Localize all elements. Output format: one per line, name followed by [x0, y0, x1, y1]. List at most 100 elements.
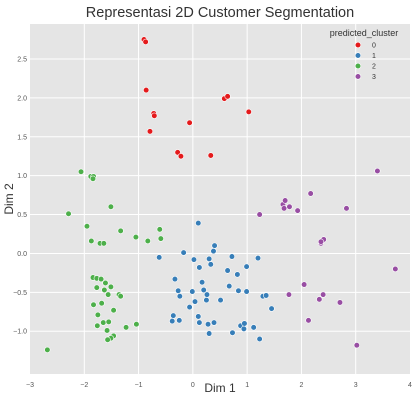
data-point-cluster-1: [169, 318, 176, 325]
data-point-cluster-2: [89, 175, 97, 182]
x-tick-label: 3: [354, 382, 358, 389]
legend-marker-0: [354, 41, 362, 49]
data-point-cluster-0: [146, 128, 154, 135]
data-point-cluster-3: [317, 238, 325, 245]
data-point-cluster-1: [191, 298, 199, 305]
data-point-cluster-0: [142, 38, 149, 45]
data-point-cluster-3: [307, 190, 314, 197]
plot-area: [30, 24, 410, 374]
data-point-cluster-2: [107, 283, 114, 290]
legend-label-1: 1: [372, 53, 376, 60]
data-point-cluster-1: [176, 317, 183, 324]
x-tick-label: 1: [245, 382, 249, 389]
legend-marker-2: [354, 62, 362, 70]
data-point-cluster-1: [228, 253, 236, 260]
y-tick-label: −1.0: [13, 329, 27, 336]
data-point-cluster-1: [234, 271, 241, 278]
data-point-cluster-1: [263, 292, 270, 299]
data-point-cluster-1: [176, 293, 183, 300]
legend-label-0: 0: [372, 43, 376, 50]
data-point-cluster-3: [282, 197, 289, 204]
data-point-cluster-1: [235, 287, 242, 294]
chart-title: Representasi 2D Customer Segmentation: [86, 5, 354, 21]
legend-marker-3: [354, 73, 362, 80]
data-point-cluster-1: [256, 335, 263, 343]
data-point-cluster-1: [243, 288, 250, 295]
data-point-cluster-2: [156, 226, 163, 233]
data-point-cluster-1: [217, 297, 224, 304]
x-axis-label: Dim 1: [204, 381, 236, 395]
data-point-cluster-0: [224, 93, 231, 100]
data-point-cluster-3: [280, 205, 288, 212]
data-point-cluster-2: [94, 311, 101, 318]
data-point-cluster-1: [226, 283, 233, 290]
data-point-cluster-1: [250, 324, 257, 331]
y-tick-label: 1.0: [17, 173, 27, 180]
data-point-cluster-1: [203, 291, 211, 298]
data-point-cluster-1: [198, 279, 206, 286]
legend: predicted_cluster 0 1 2 3: [330, 28, 399, 81]
data-point-cluster-2: [110, 307, 117, 314]
data-point-cluster-2: [77, 168, 85, 175]
legend-item-1: 1: [354, 52, 376, 60]
data-point-cluster-1: [171, 276, 179, 283]
data-point-cluster-1: [203, 297, 210, 304]
data-point-cluster-3: [286, 203, 293, 210]
data-point-cluster-2: [122, 324, 130, 331]
data-point-cluster-1: [211, 242, 218, 249]
data-point-cluster-2: [117, 293, 124, 300]
data-point-cluster-2: [104, 336, 111, 343]
legend-marker-1: [354, 52, 362, 59]
x-tick-label: 0: [191, 382, 195, 389]
data-point-cluster-2: [65, 210, 72, 217]
x-tick-label: 4: [408, 382, 412, 389]
y-tick-label: 2.0: [17, 95, 27, 102]
data-point-cluster-2: [98, 276, 105, 283]
data-point-cluster-1: [186, 304, 193, 311]
data-point-cluster-2: [117, 227, 124, 234]
data-point-cluster-1: [240, 325, 247, 332]
data-point-cluster-2: [101, 286, 108, 294]
data-point-cluster-2: [83, 223, 91, 230]
data-point-cluster-3: [256, 211, 263, 218]
data-point-cluster-1: [175, 287, 182, 294]
data-point-cluster-0: [207, 152, 214, 159]
data-point-cluster-1: [195, 220, 202, 227]
data-point-cluster-1: [268, 305, 275, 312]
tick-labels: −3 −2 −1 0 1 2 3 4 −1.0 −0.5 0.0 0.5 1.0 1.5 2.0 2.5: [13, 57, 412, 390]
data-point-cluster-1: [196, 319, 203, 326]
data-point-cluster-2: [90, 301, 97, 308]
data-point-cluster-2: [133, 321, 140, 328]
data-point-cluster-2: [105, 318, 112, 325]
data-point-cluster-1: [224, 267, 231, 274]
legend-title: predicted_cluster: [330, 28, 399, 38]
data-point-cluster-1: [207, 261, 214, 268]
data-point-cluster-1: [189, 288, 196, 295]
data-point-cluster-0: [186, 119, 193, 126]
data-point-cluster-2: [93, 284, 100, 291]
data-point-cluster-2: [107, 203, 114, 210]
data-point-cluster-1: [206, 255, 213, 262]
data-point-cluster-2: [100, 240, 107, 247]
data-point-cluster-2: [157, 235, 164, 242]
data-point-cluster-1: [210, 319, 218, 326]
data-point-cluster-1: [200, 286, 207, 294]
y-tick-label: −0.5: [13, 290, 27, 297]
data-point-cluster-0: [177, 153, 185, 160]
data-point-cluster-1: [243, 263, 250, 270]
data-point-cluster-2: [88, 237, 95, 245]
data-point-cluster-3: [374, 167, 381, 175]
data-point-cluster-2: [100, 319, 107, 326]
legend-item-0: 0: [354, 41, 376, 50]
data-point-cluster-0: [245, 108, 252, 115]
data-point-cluster-2: [44, 346, 51, 353]
data-point-cluster-3: [294, 207, 301, 214]
data-point-cluster-1: [229, 329, 236, 336]
y-tick-label: 0.5: [17, 212, 27, 219]
x-tick-label: −3: [26, 382, 34, 389]
data-point-cluster-2: [144, 237, 151, 245]
data-point-cluster-3: [301, 281, 308, 288]
data-point-cluster-1: [196, 264, 203, 271]
legend-items: 0 1 2 3: [354, 41, 376, 81]
